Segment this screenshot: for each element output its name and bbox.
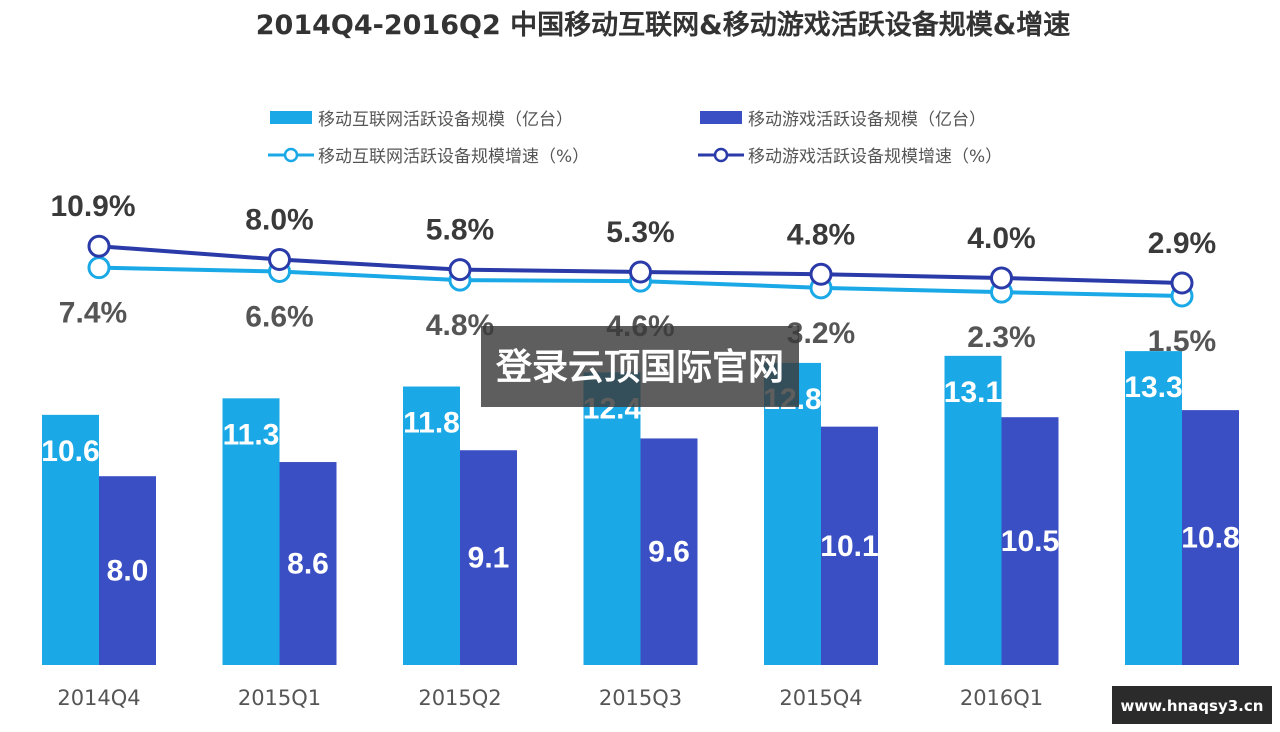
legend-swatch-game-bar [700, 111, 742, 124]
bar-internet-2015Q1 [222, 398, 280, 665]
bar-game-2016Q1 [1001, 417, 1059, 665]
legend-marker-internet-growth [283, 147, 299, 163]
x-tick-2015Q1: 2015Q1 [238, 686, 321, 710]
bar-label-game-2015Q2: 9.1 [468, 542, 510, 575]
watermark-text: 登录云顶国际官网 [495, 347, 784, 388]
bar-label-internet-2015Q2: 11.8 [403, 407, 460, 440]
label-game-growth-2014Q4: 10.9% [50, 190, 135, 223]
x-tick-2014Q4: 2014Q4 [57, 686, 140, 710]
legend-marker-game-growth [713, 147, 729, 163]
bar-label-game-2016Q2: 10.8 [1181, 522, 1239, 555]
bar-label-internet-2014Q4: 10.6 [41, 435, 99, 468]
legend: 移动互联网活跃设备规模（亿台） 移动游戏活跃设备规模（亿台） 移动互联网活跃设备… [268, 110, 1002, 167]
bar-label-game-2015Q1: 8.6 [287, 548, 329, 581]
label-game-growth-2015Q3: 5.3% [606, 216, 674, 249]
label-internet-growth-2016Q1: 2.3% [967, 321, 1035, 354]
point-game-growth-2016Q2 [1170, 271, 1194, 295]
legend-label-internet-growth: 移动互联网活跃设备规模增速（%） [318, 147, 589, 167]
bar-internet-2015Q3 [583, 372, 641, 665]
point-game-growth-2014Q4 [87, 234, 111, 258]
label-game-growth-2015Q4: 4.8% [787, 218, 855, 251]
bar-label-game-2016Q1: 10.5 [1001, 525, 1059, 558]
label-game-growth-2016Q2: 2.9% [1148, 227, 1216, 260]
bar-label-game-2014Q4: 8.0 [107, 555, 149, 588]
bar-internet-2014Q4 [42, 414, 99, 665]
site-badge-background [1112, 686, 1272, 724]
point-game-growth-2015Q2 [448, 258, 472, 282]
bar-label-game-2015Q3: 9.6 [648, 536, 690, 569]
watermark-banner: 登录云顶国际官网 [481, 326, 799, 407]
bar-internet-2015Q4 [764, 362, 821, 665]
bar-label-game-2015Q4: 10.1 [820, 530, 878, 563]
point-game-growth-2015Q4 [809, 262, 833, 286]
legend-label-internet-bar: 移动互联网活跃设备规模（亿台） [318, 110, 573, 130]
bar-game-2016Q2 [1182, 410, 1239, 665]
chart-title: 2014Q4-2016Q2 中国移动互联网&移动游戏活跃设备规模&增速 [256, 9, 1070, 41]
point-game-growth-2016Q1 [990, 266, 1013, 290]
label-internet-growth-2015Q1: 6.6% [245, 301, 313, 334]
bar-internet-2016Q2 [1125, 351, 1182, 665]
legend-label-game-growth: 移动游戏活跃设备规模增速（%） [748, 147, 1002, 167]
label-game-growth-2015Q1: 8.0% [245, 204, 313, 237]
bar-label-internet-2016Q1: 13.1 [944, 376, 1002, 409]
x-tick-2015Q2: 2015Q2 [418, 686, 501, 710]
bar-game-2015Q1 [279, 462, 337, 665]
label-internet-growth-2014Q4: 7.4% [59, 297, 127, 330]
site-badge: www.hnaqsy3.cn [1112, 686, 1272, 724]
legend-label-game-bar: 移动游戏活跃设备规模（亿台） [748, 110, 986, 130]
bar-game-2015Q4 [821, 426, 878, 665]
bar-internet-2015Q2 [403, 386, 460, 665]
x-tick-2015Q3: 2015Q3 [599, 686, 682, 710]
point-internet-growth-2014Q4 [87, 256, 111, 280]
x-tick-2016Q1: 2016Q1 [960, 686, 1043, 710]
label-game-growth-2016Q1: 4.0% [967, 222, 1035, 255]
bar-internet-2016Q1 [944, 355, 1002, 665]
bars-group: 10.68.011.38.611.89.112.49.612.810.113.1… [41, 351, 1240, 665]
watermark-background [481, 326, 799, 407]
label-game-growth-2015Q2: 5.8% [426, 214, 494, 247]
bar-label-internet-2016Q2: 13.3 [1124, 371, 1182, 404]
bar-game-2015Q2 [460, 450, 517, 665]
point-game-growth-2015Q3 [629, 260, 652, 284]
point-game-growth-2015Q1 [268, 248, 291, 272]
bar-label-internet-2015Q1: 11.3 [223, 418, 280, 451]
x-tick-2015Q4: 2015Q4 [779, 686, 862, 710]
bar-game-2014Q4 [99, 476, 156, 665]
lines-group: 7.4%6.6%4.8%4.6%3.2%2.3%1.5%10.9%8.0%5.8… [50, 190, 1216, 358]
legend-swatch-internet-bar [270, 111, 312, 124]
bar-game-2015Q3 [640, 438, 698, 665]
site-badge-text: www.hnaqsy3.cn [1121, 697, 1264, 715]
x-axis-ticks: 2014Q42015Q12015Q22015Q32015Q42016Q12016… [57, 686, 1223, 710]
label-internet-growth-2016Q2: 1.5% [1148, 325, 1216, 358]
